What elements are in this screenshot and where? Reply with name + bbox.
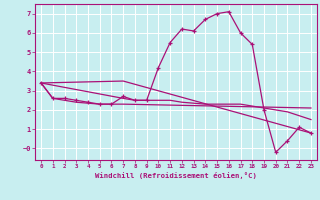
X-axis label: Windchill (Refroidissement éolien,°C): Windchill (Refroidissement éolien,°C): [95, 172, 257, 179]
